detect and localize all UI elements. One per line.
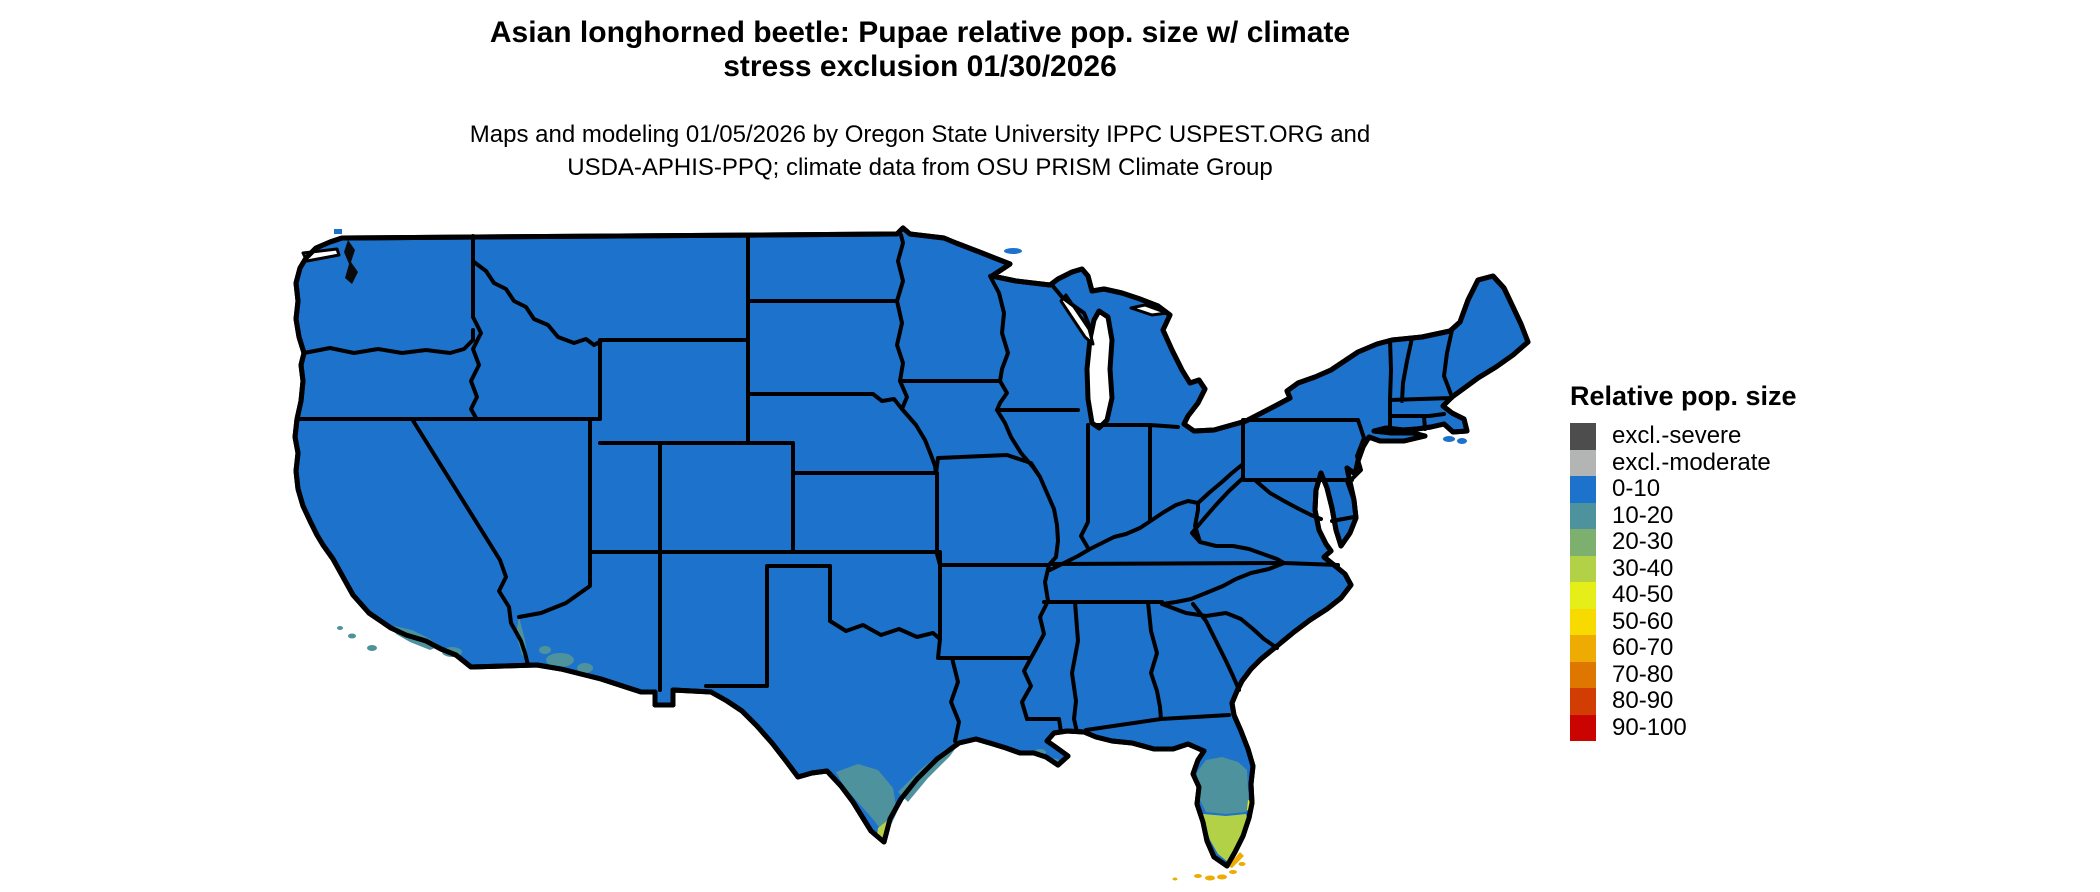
legend-swatch-80-90 <box>1570 688 1596 715</box>
legend-row: excl.-moderate <box>1570 448 1797 476</box>
map-subtitle-line1: Maps and modeling 01/05/2026 by Oregon S… <box>469 121 1371 148</box>
channel-island-spot <box>348 633 356 639</box>
legend-label: 70-80 <box>1612 660 1674 688</box>
legend-swatch-40-50 <box>1570 582 1596 609</box>
legend-label: 0-10 <box>1612 475 1661 503</box>
san-juan-island <box>334 229 342 234</box>
legend-swatch-90-100 <box>1570 714 1596 741</box>
channel-island-spot <box>367 645 377 651</box>
map-subtitle-line2: USDA-APHIS-PPQ; climate data from OSU PR… <box>567 154 1273 181</box>
legend-row: excl.-severe <box>1570 422 1797 450</box>
legend-swatch-70-80 <box>1570 661 1596 688</box>
yuma-spot <box>546 653 574 667</box>
key-island <box>1172 877 1178 881</box>
legend-label: excl.-moderate <box>1612 448 1771 476</box>
legend-row: 40-50 <box>1570 581 1797 609</box>
key-island <box>1238 862 1246 866</box>
yuma-spot <box>577 663 593 673</box>
legend-row: 0-10 <box>1570 475 1797 503</box>
legend-label: 60-70 <box>1612 634 1674 662</box>
legend-row: 90-100 <box>1570 713 1797 741</box>
map-title-line1: Asian longhorned beetle: Pupae relative … <box>489 16 1351 49</box>
legend-row: 10-20 <box>1570 501 1797 529</box>
legend-label: excl.-severe <box>1612 422 1742 450</box>
legend-swatch-10-20 <box>1570 502 1596 529</box>
legend-label: 30-40 <box>1612 554 1674 582</box>
legend-swatch-0-10 <box>1570 476 1596 503</box>
legend-label: 20-30 <box>1612 528 1674 556</box>
key-island <box>1217 874 1227 880</box>
legend-swatch-50-60 <box>1570 608 1596 635</box>
legend-swatch-60-70 <box>1570 635 1596 662</box>
yuma-spot <box>539 646 551 654</box>
central-florida-region <box>1196 757 1249 814</box>
legend-label: 90-100 <box>1612 713 1687 741</box>
marthas-vineyard-island <box>1443 436 1455 442</box>
map-title: Asian longhorned beetle: Pupae relative … <box>0 16 1840 84</box>
legend-swatch-20-30 <box>1570 529 1596 556</box>
legend-row: 30-40 <box>1570 554 1797 582</box>
green-bay-lake <box>1059 293 1095 346</box>
legend-row: 70-80 <box>1570 660 1797 688</box>
legend-label: 50-60 <box>1612 607 1674 635</box>
isle-royale-island <box>1004 248 1022 254</box>
puget-sound-inlets <box>344 240 358 284</box>
legend-swatch-30-40 <box>1570 555 1596 582</box>
legend-label: 80-90 <box>1612 687 1674 715</box>
key-island <box>1194 874 1202 878</box>
nantucket-island <box>1457 438 1467 444</box>
florida-tip-fringe <box>1228 852 1244 868</box>
key-island <box>1205 875 1215 881</box>
mackinac-straits-lake <box>1129 303 1169 317</box>
key-island <box>1229 870 1237 874</box>
florida-keys-region <box>1172 852 1246 881</box>
legend-label: 10-20 <box>1612 501 1674 529</box>
legend-row: 50-60 <box>1570 607 1797 635</box>
legend-title: Relative pop. size <box>1570 381 1797 411</box>
legend-row: 80-90 <box>1570 687 1797 715</box>
state-borders <box>295 233 1454 743</box>
map-title-line2: stress exclusion 01/30/2026 <box>723 50 1117 83</box>
map-subtitle: Maps and modeling 01/05/2026 by Oregon S… <box>0 118 1840 184</box>
legend-row: 20-30 <box>1570 528 1797 556</box>
legend-swatch-excl-moderate <box>1570 449 1596 476</box>
map-legend: Relative pop. size excl.-severe excl.-mo… <box>1570 381 1797 741</box>
legend-row: 60-70 <box>1570 634 1797 662</box>
legend-swatch-excl-severe <box>1570 423 1596 450</box>
conus-outline <box>292 225 1531 869</box>
legend-label: 40-50 <box>1612 581 1674 609</box>
south-florida-region <box>1203 814 1248 862</box>
island-specks <box>334 229 1467 444</box>
channel-island-spot <box>337 626 343 630</box>
